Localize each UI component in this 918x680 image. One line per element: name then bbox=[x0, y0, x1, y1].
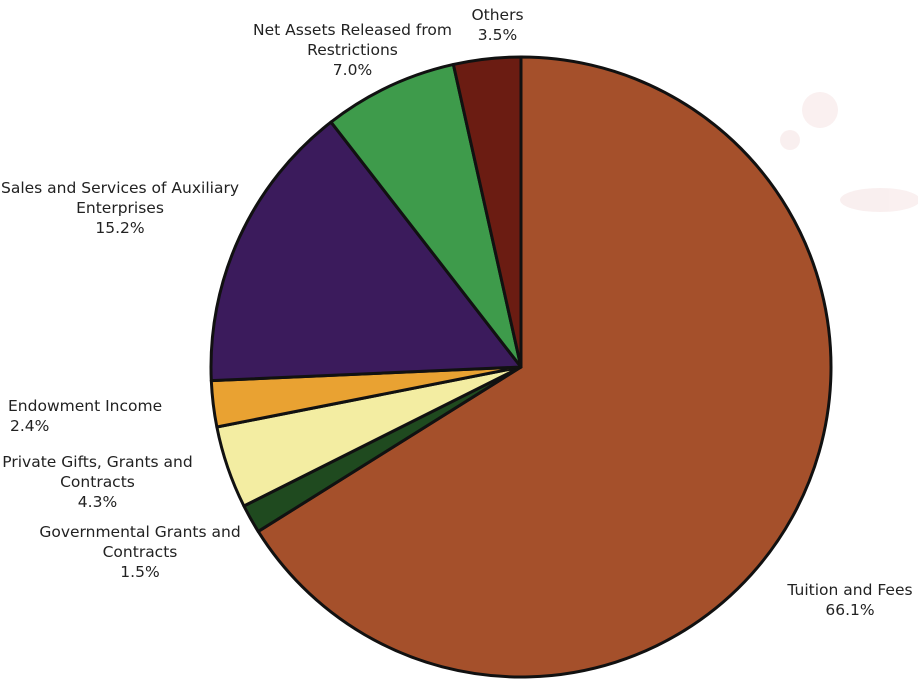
category-label: Tuition and Fees bbox=[787, 581, 913, 599]
slice-label: Others 3.5% bbox=[450, 5, 545, 45]
slice-label: Sales and Services of Auxiliary Enterpri… bbox=[0, 178, 240, 238]
value-label: 15.2% bbox=[95, 219, 145, 237]
pie-slice bbox=[451, 55, 523, 369]
category-label: Net Assets Released from Restrictions bbox=[253, 21, 452, 59]
decoration bbox=[780, 130, 800, 150]
value-label: 7.0% bbox=[332, 61, 373, 79]
category-label: Governmental Grants and Contracts bbox=[39, 523, 241, 561]
decoration bbox=[840, 188, 918, 212]
decoration bbox=[802, 92, 838, 128]
slice-label: Private Gifts, Grants and Contracts 4.3% bbox=[0, 452, 195, 512]
value-label: 4.3% bbox=[77, 493, 118, 511]
slice-label: Endowment Income 2.4% bbox=[8, 396, 198, 436]
category-label: Endowment Income bbox=[8, 397, 163, 415]
pie-slice bbox=[209, 120, 523, 383]
category-label: Others bbox=[471, 6, 524, 24]
slice-label: Governmental Grants and Contracts 1.5% bbox=[20, 522, 260, 582]
category-label: Private Gifts, Grants and Contracts bbox=[2, 453, 193, 491]
value-label: 1.5% bbox=[120, 563, 160, 581]
value-label: 2.4% bbox=[10, 417, 50, 435]
pie-slice bbox=[329, 62, 523, 369]
pie-slice bbox=[256, 55, 833, 679]
slice-label: Tuition and Fees 66.1% bbox=[770, 580, 918, 620]
background-decoration bbox=[780, 92, 918, 212]
slice-label: Net Assets Released from Restrictions 7.0… bbox=[250, 20, 455, 80]
category-label: Sales and Services of Auxiliary Enterpri… bbox=[1, 179, 239, 217]
value-label: 3.5% bbox=[477, 26, 518, 44]
value-label: 66.1% bbox=[825, 601, 875, 619]
